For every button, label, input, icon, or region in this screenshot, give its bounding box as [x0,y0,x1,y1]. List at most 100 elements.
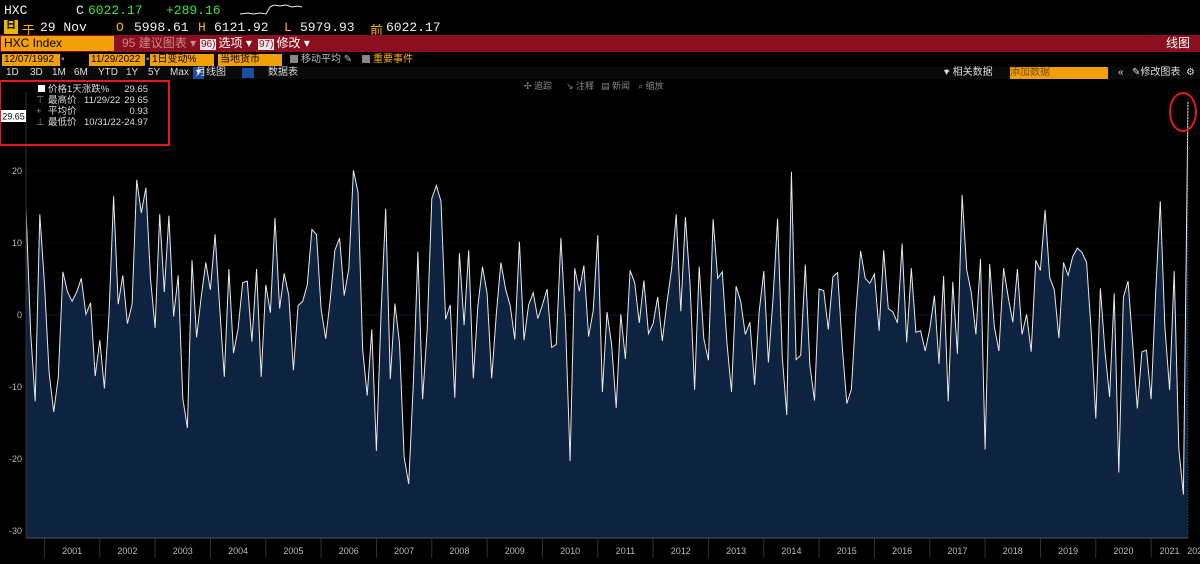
y-axis: -30 -20 -10 0 10 20 [9,166,22,536]
calendar-icon[interactable]: 日 [4,20,18,34]
end-date-input[interactable]: 11/29/2022 [89,54,145,66]
zoom-tool[interactable]: ⌕ 缩放 [638,80,664,91]
legend-low-date: 10/31/22 [84,117,121,128]
events-label: 重要事件 [373,54,413,65]
range-1d[interactable]: 1D [6,67,19,78]
chevron-down-icon: ▾ [303,36,310,50]
table-button[interactable]: 数据表 [268,67,298,78]
options-num: 96) [200,39,217,50]
y-tick-label: -30 [9,526,22,536]
y-tick-label: 10 [12,238,22,248]
price-change-series [25,92,1189,538]
period-select[interactable]: 1日变动% [150,54,214,66]
chart-frequency-label: 月线图 [196,67,226,78]
x-tick-label: 2013 [726,546,746,556]
x-tick-label: 2003 [173,546,193,556]
close-value: 6022.17 [88,3,143,18]
chart-frequency-select[interactable]: 月线图 ▾ [193,67,226,79]
x-tick-label: 2011 [616,546,635,556]
x-tick-label: 2012 [671,546,691,556]
legend-series-value: 29.65 [124,84,148,95]
x-tick-label: 2004 [228,546,248,556]
last-value-label: 29.65 [2,112,25,122]
ohlc-row: 日 于 29 Nov O 5998.61 H 6121.92 L 5979.93… [0,19,1200,39]
checkbox-icon [290,55,298,63]
news-tool[interactable]: ▤ 新闻 [601,80,630,91]
legend-series-name: 价格1天涨跌% [48,83,110,95]
moving-average-label: 移动平均 [301,54,341,65]
line-chart-icon[interactable] [242,68,254,78]
x-tick-label: 2021 [1160,546,1180,556]
security-field[interactable]: HXC Index [1,36,114,51]
chart-tools: ✣ 追踪 ↘ 注释 ▤ 新闻 ⌕ 缩放 [524,80,664,91]
edit-chart-label: 修改图表 [1140,67,1181,78]
trade-date: 29 Nov [40,20,87,35]
x-tick-label: 2022 [1187,546,1200,556]
legend-avg-label: 平均价 [48,105,77,117]
options-button[interactable]: 96) 选项 ▾ [196,36,256,51]
x-tick-label: 2009 [505,546,525,556]
edit-button[interactable]: 97) 修改 ▾ [254,36,314,51]
date-separator-icon: ▪ [61,54,65,65]
range-5y[interactable]: 5Y [148,67,161,78]
chart-type-label: 线图 [1165,36,1190,50]
high-value: 6121.92 [214,20,269,35]
high-marker-icon: ⊤ [36,95,44,106]
title-bar: HXC Index 95 建议图表 ▾ 96) 选项 ▾ 97) 修改 ▾ 线图 [0,35,1200,52]
legend: 价格1天涨跌% 29.65 ⊤ 最高价 11/29/22 29.65 + 平均价… [36,83,148,128]
legend-highlight-box [0,80,170,146]
track-tool[interactable]: ✣ 追踪 [524,80,552,91]
last-value-tag: 29.65 [1,110,26,122]
edit-chart-button[interactable]: ✎ 修改图表 [1132,67,1181,78]
low-value: 5979.93 [300,20,355,35]
x-tick-label: 2014 [781,546,801,556]
close-label: C [76,3,84,18]
related-data-button[interactable]: + 相关数据 ▾ [944,67,993,78]
calendar-picker-icon[interactable]: ▪ [146,54,150,65]
suggested-charts-label: 建议图表 [138,36,187,50]
range-1m[interactable]: 1M [52,67,66,78]
low-marker-icon: ⊥ [36,117,44,128]
add-data-input[interactable]: 添加数据 [1010,67,1108,79]
x-axis: 2001 2002 2003 2004 2005 2006 2007 2008 2009 2010… [25,92,1200,558]
annotate-tool[interactable]: ↘ 注释 [566,80,594,91]
series-swatch[interactable] [38,85,45,92]
y-tick-label: -20 [9,454,22,464]
range-ytd[interactable]: YTD [98,67,118,78]
y-tick-label: 0 [17,310,22,320]
pencil-icon: ✎ [343,54,353,65]
prev-value: 6022.17 [386,20,441,35]
checkbox-icon [362,55,370,63]
change-value: +289.16 [166,3,221,18]
collapse-icon[interactable]: « [1118,67,1124,78]
range-6m[interactable]: 6M [74,67,88,78]
ticker: HXC [4,3,28,18]
range-max[interactable]: Max [170,67,189,78]
suggested-charts-num: 95 [122,36,136,50]
settings-icon[interactable]: ⚙ [1186,67,1195,78]
quote-row: HXC C 6022.17 +289.16 [0,0,1200,19]
x-tick-label: 2002 [117,546,137,556]
controls-row: 12/07/1992 ▪ 11/29/2022 ▪ 1日变动% 当地货币 移动平… [0,53,1200,67]
open-label: O [116,20,124,35]
legend-high-label: 最高价 [48,94,77,106]
x-tick-label: 2019 [1058,546,1078,556]
high-label: H [198,20,206,35]
legend-high-date: 11/29/22 [84,95,120,106]
range-3d[interactable]: 3D [30,67,43,78]
x-tick-label: 2010 [560,546,580,556]
low-label: L [284,20,292,35]
legend-low-value: -24.97 [121,117,148,128]
start-date-input[interactable]: 12/07/1992 [2,54,60,66]
legend-low-label: 最低价 [48,116,77,128]
moving-average-toggle[interactable]: 移动平均 ✎ [290,54,352,66]
events-toggle[interactable]: 重要事件 [362,54,413,66]
x-tick-label: 2008 [449,546,469,556]
chevron-down-icon: ▾ [245,36,252,50]
open-value: 5998.61 [134,20,189,35]
currency-select[interactable]: 当地货币 [218,54,282,66]
suggested-charts-button[interactable]: 95 建议图表 ▾ [118,36,200,51]
range-1y[interactable]: 1Y [126,67,139,78]
